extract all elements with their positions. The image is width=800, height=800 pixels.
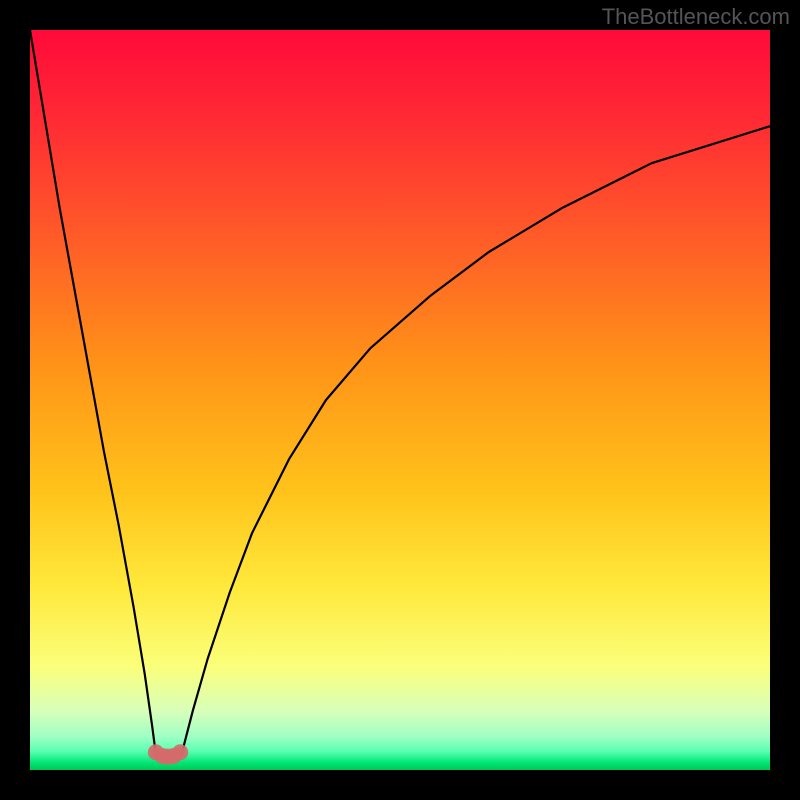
plot-area [30,30,770,770]
chart-container: TheBottleneck.com [0,0,800,800]
optimum-marker [172,744,188,760]
chart-svg [30,30,770,770]
watermark-text: TheBottleneck.com [602,4,790,30]
gradient-background [30,30,770,770]
